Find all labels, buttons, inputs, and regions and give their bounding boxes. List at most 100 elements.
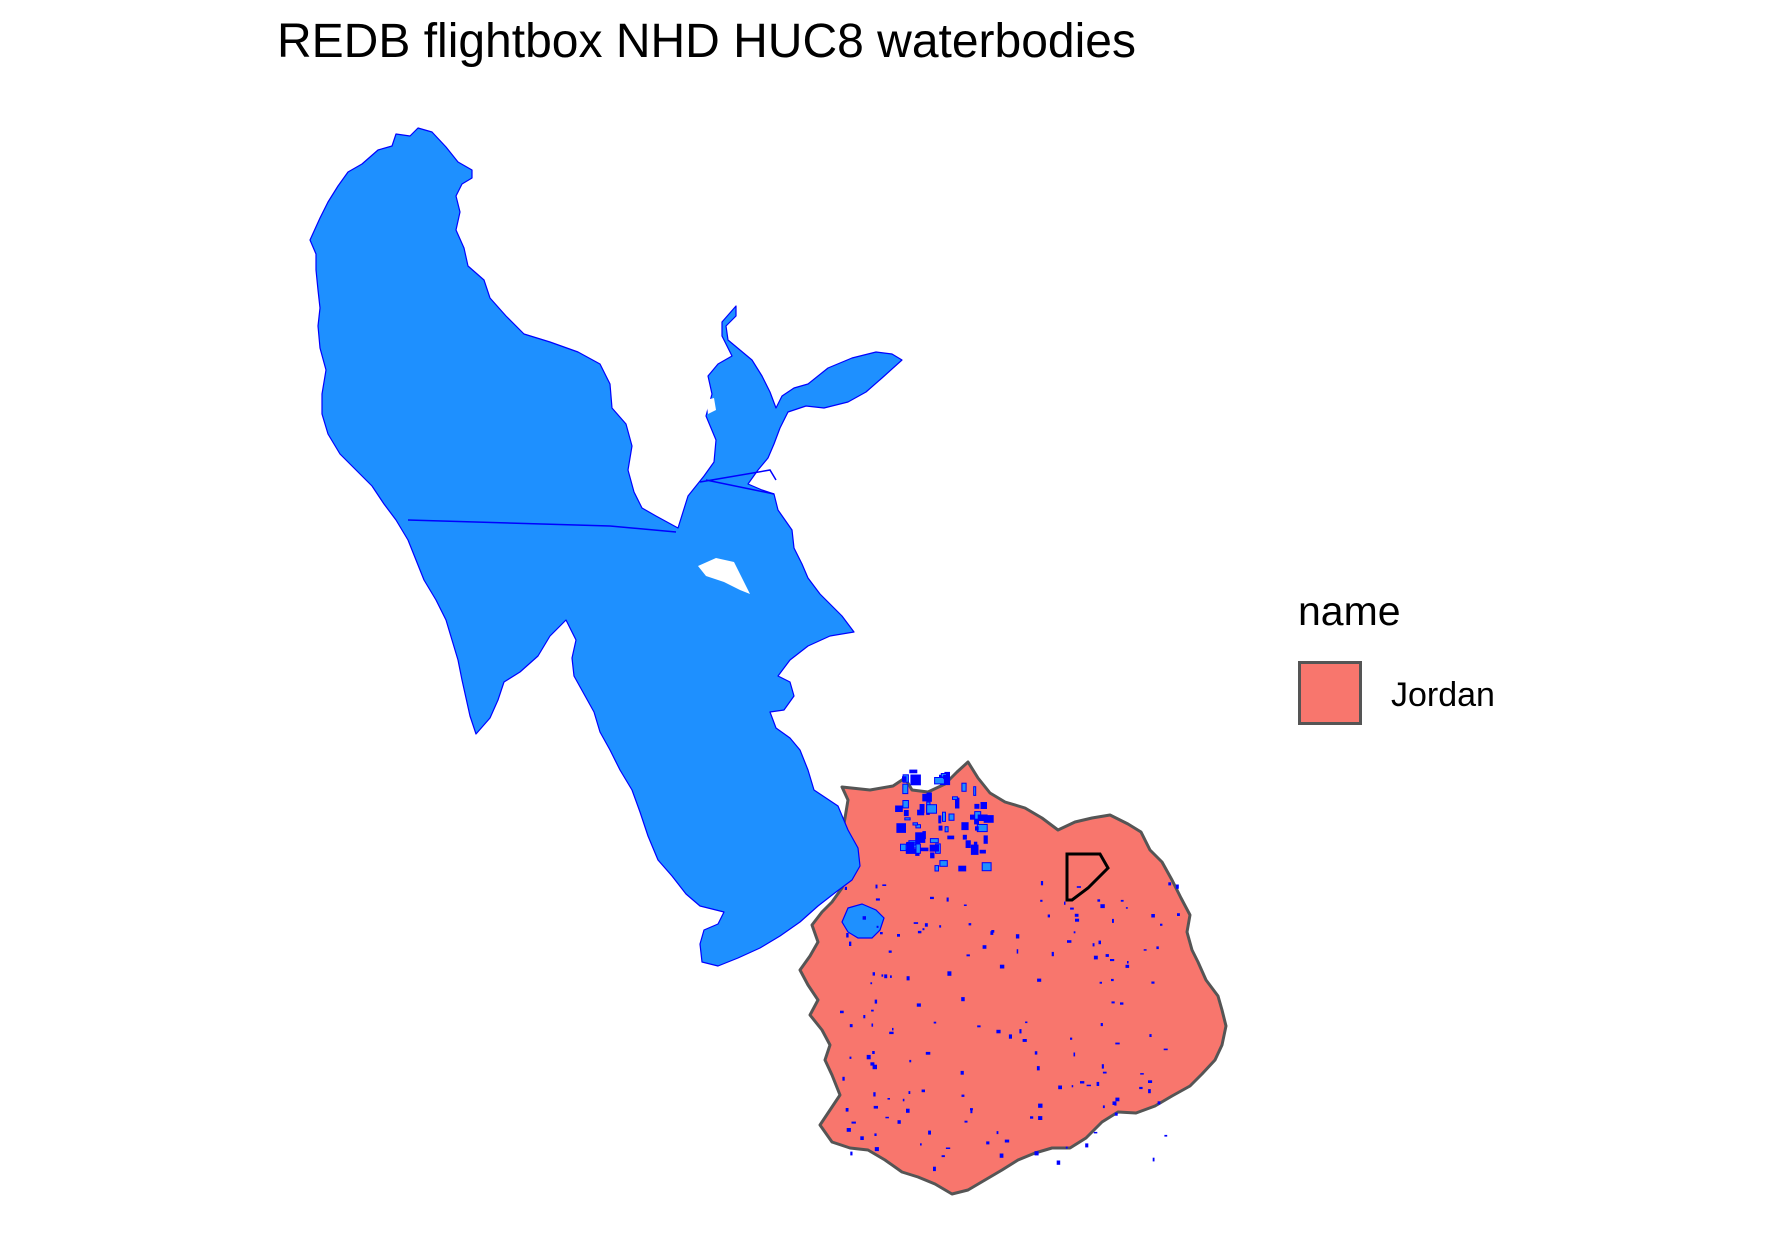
pond-speck (880, 932, 883, 934)
pond-speck (1164, 1135, 1167, 1137)
pond-speck (1176, 885, 1179, 889)
pond-speck (1087, 1085, 1091, 1087)
pond-speck (997, 1131, 999, 1134)
pond-speck (961, 1071, 964, 1075)
pond-speck (1030, 1116, 1033, 1118)
pond-speck (1093, 943, 1095, 946)
pond-speck (1035, 1151, 1039, 1155)
pond-speck (1005, 1140, 1009, 1143)
pond-speck (1126, 965, 1130, 968)
pond-speck (1103, 1072, 1107, 1074)
pond-speck (840, 1011, 844, 1014)
pond-speck (923, 928, 925, 930)
pond-speck (962, 823, 968, 830)
pond-speck (1111, 979, 1114, 981)
pond-speck (914, 922, 918, 924)
pond-speck (882, 884, 886, 886)
pond-speck (1025, 1022, 1027, 1024)
pond-speck (1040, 900, 1042, 902)
pond-speck (922, 1090, 925, 1093)
pond-speck (889, 951, 892, 953)
pond-speck (935, 866, 939, 871)
pond-speck (1052, 952, 1054, 956)
pond-speck (1023, 1039, 1027, 1042)
pond-speck (870, 982, 872, 984)
pond-speck (970, 1108, 973, 1110)
pond-speck (904, 811, 908, 816)
pond-speck (981, 803, 987, 809)
pond-speck (917, 1003, 921, 1006)
pond-speck (1148, 1080, 1152, 1083)
pond-speck (906, 1109, 910, 1113)
pond-speck (1115, 1113, 1118, 1116)
pond-speck (977, 1025, 980, 1027)
pond-speck (935, 778, 945, 784)
pond-speck (897, 824, 906, 833)
pond-speck (1151, 914, 1155, 918)
pond-speck (959, 866, 966, 871)
pond-speck (930, 839, 938, 843)
pond-speck (930, 897, 934, 899)
pond-speck (850, 1024, 853, 1027)
pond-speck (852, 1122, 856, 1124)
pond-speck (1080, 1081, 1084, 1083)
pond-speck (977, 825, 987, 832)
huc8-jordan-polygon (800, 762, 1226, 1194)
pond-speck (1112, 919, 1114, 923)
pond-speck (934, 1022, 937, 1024)
pond-speck (990, 931, 993, 935)
pond-speck (975, 804, 979, 808)
pond-speck (1058, 1086, 1062, 1090)
pond-speck (1099, 941, 1102, 945)
pond-speck (876, 898, 880, 900)
pond-speck (923, 794, 929, 801)
pond-speck (913, 823, 918, 825)
pond-speck (996, 1030, 1000, 1034)
pond-speck (939, 826, 942, 830)
pond-speck (863, 916, 866, 920)
pond-speck (1158, 1101, 1161, 1104)
pond-speck (940, 861, 947, 867)
pond-speck (863, 1015, 865, 1018)
pond-speck (930, 845, 938, 851)
pond-speck (1115, 1098, 1119, 1102)
pond-speck (942, 1155, 945, 1157)
pond-speck (1149, 1034, 1151, 1037)
pond-speck (1177, 913, 1180, 916)
pond-speck (1070, 908, 1074, 910)
pond-speck (927, 805, 937, 814)
pond-speck (1041, 881, 1043, 885)
pond-speck (903, 1099, 905, 1102)
pond-speck (1102, 1064, 1104, 1068)
pond-speck (847, 1128, 851, 1132)
pond-speck (984, 836, 987, 843)
pond-speck (1164, 1049, 1168, 1051)
pond-speck (947, 898, 949, 902)
pond-speck (897, 934, 900, 937)
pond-speck (976, 827, 979, 830)
pond-speck (945, 827, 948, 832)
pond-speck (921, 848, 928, 851)
pond-speck (939, 816, 941, 823)
pond-speck (962, 1095, 965, 1097)
pond-speck (850, 1152, 852, 1156)
pond-speck (872, 1024, 874, 1027)
pond-speck (1097, 899, 1100, 901)
pond-speck (969, 923, 972, 925)
pond-speck (884, 974, 887, 978)
pond-speck (1106, 954, 1109, 957)
pond-speck (875, 1000, 877, 1004)
pond-speck (1066, 1147, 1068, 1149)
pond-speck (903, 784, 908, 793)
pond-speck (1148, 1089, 1151, 1093)
pond-speck (1085, 1143, 1088, 1147)
pond-speck (1037, 979, 1041, 982)
pond-speck (923, 832, 926, 839)
pond-speck (1094, 1132, 1098, 1134)
pond-speck (910, 770, 917, 773)
pond-speck (967, 954, 970, 956)
pond-speck (898, 1120, 901, 1124)
pond-speck (1075, 914, 1079, 917)
pond-speck (1112, 1001, 1115, 1003)
